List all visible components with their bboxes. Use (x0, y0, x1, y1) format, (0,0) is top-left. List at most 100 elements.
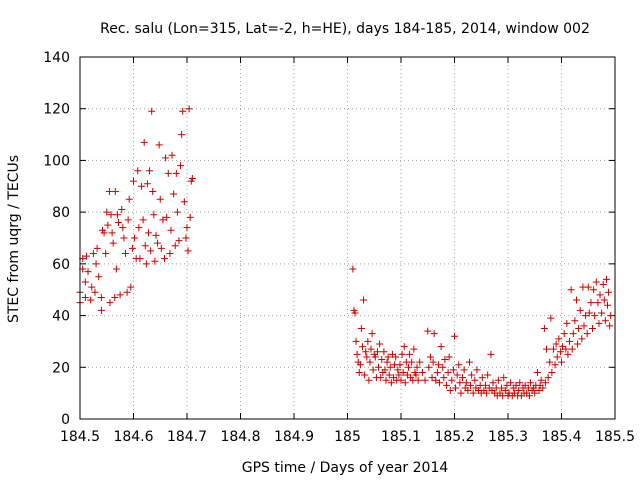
data-point (135, 224, 143, 232)
data-point (555, 335, 563, 343)
data-point (583, 330, 591, 338)
y-tick-label: 60 (52, 257, 70, 273)
data-point (119, 224, 127, 232)
x-tick-label: 185 (334, 429, 361, 445)
data-point (448, 376, 456, 384)
data-point (484, 371, 492, 379)
data-point (589, 325, 597, 332)
data-point (107, 211, 115, 219)
data-point (600, 296, 608, 304)
data-point (151, 257, 159, 265)
data-point (553, 353, 561, 361)
data-point (149, 187, 157, 195)
data-point (376, 340, 384, 348)
data-point (567, 286, 575, 294)
data-point (92, 260, 100, 268)
data-point (604, 301, 612, 309)
data-point (580, 322, 588, 330)
data-point (82, 252, 90, 260)
data-point (156, 195, 164, 203)
data-point (93, 244, 101, 252)
data-point (352, 337, 360, 345)
data-point (150, 211, 158, 219)
data-point (361, 371, 369, 379)
data-point (395, 371, 403, 379)
data-point (437, 343, 445, 351)
data-point (575, 325, 583, 332)
data-point (88, 283, 96, 291)
data-point (368, 330, 376, 338)
x-tick-label: 184.8 (220, 429, 260, 445)
data-point (552, 340, 560, 348)
data-point (526, 379, 534, 387)
data-point (482, 381, 490, 389)
data-point (364, 337, 372, 345)
data-point (507, 379, 515, 387)
data-point (543, 345, 551, 353)
data-point (118, 206, 126, 214)
data-point (397, 376, 405, 384)
data-point (396, 361, 404, 369)
y-axis-label: STEC from uqrg / TECUs (6, 155, 22, 323)
data-point (449, 366, 457, 374)
data-point (451, 332, 458, 340)
data-point (377, 374, 385, 382)
data-point (163, 213, 171, 221)
data-point (498, 384, 506, 392)
data-point (81, 278, 89, 286)
data-point (113, 211, 121, 219)
data-point (142, 260, 150, 268)
x-tick-label: 185.1 (381, 429, 421, 445)
data-point (501, 387, 509, 395)
data-point (569, 330, 577, 338)
data-point (130, 177, 137, 185)
data-point (138, 182, 146, 190)
data-point (592, 278, 600, 286)
data-point (440, 374, 448, 382)
data-point (399, 368, 407, 376)
data-point (401, 379, 409, 387)
y-tick-label: 140 (43, 50, 70, 66)
data-point (136, 255, 144, 263)
data-point (112, 265, 120, 273)
data-point (585, 309, 593, 317)
data-point (115, 218, 123, 226)
data-point (161, 255, 169, 263)
data-point (410, 345, 418, 353)
data-point (606, 322, 614, 330)
data-point (460, 366, 468, 374)
data-point (601, 317, 609, 325)
data-point (540, 325, 548, 332)
data-point (387, 379, 395, 387)
chart-title: Rec. salu (Lon=315, Lat=-2, h=HE), days … (100, 21, 590, 37)
data-point (434, 361, 442, 369)
data-point (180, 198, 188, 206)
data-point (512, 381, 520, 389)
data-point (462, 379, 470, 387)
data-point (546, 358, 554, 366)
data-point (467, 381, 475, 389)
data-point (89, 250, 97, 258)
data-point (104, 221, 112, 229)
data-point (535, 387, 543, 395)
data-point (121, 250, 129, 258)
data-point (173, 208, 181, 216)
data-point (356, 361, 364, 369)
data-point (157, 244, 165, 252)
data-point (371, 353, 379, 361)
data-point (382, 376, 390, 384)
data-point (351, 309, 359, 317)
data-point (494, 376, 502, 384)
data-point (424, 327, 432, 335)
data-point (441, 356, 449, 364)
data-point (179, 107, 187, 115)
data-point (355, 368, 363, 376)
data-point (97, 306, 105, 314)
data-point (384, 353, 392, 361)
data-point (596, 291, 604, 299)
data-point (548, 368, 556, 376)
data-point (425, 363, 433, 371)
data-point (418, 368, 426, 376)
data-point (188, 175, 196, 183)
